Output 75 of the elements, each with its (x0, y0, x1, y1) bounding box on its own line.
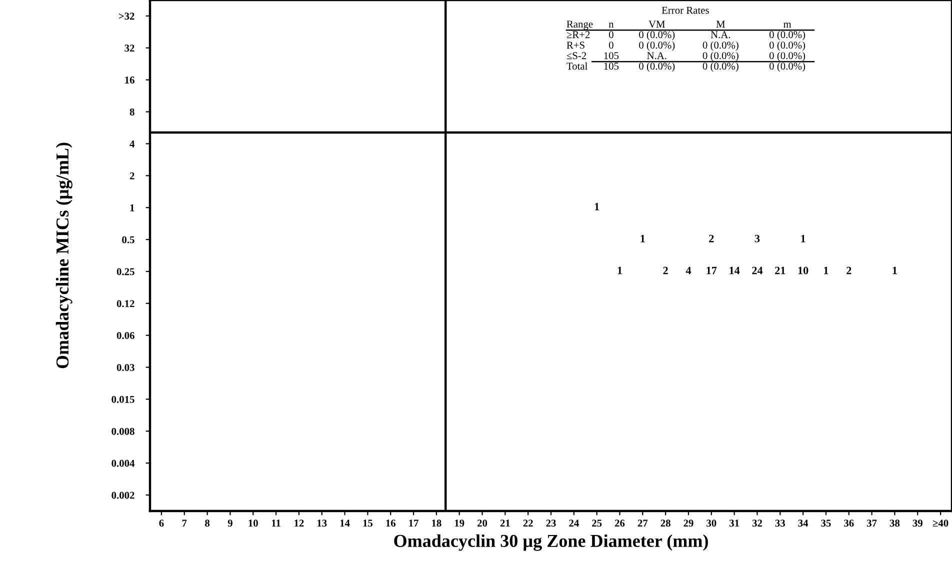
data-label: 2 (663, 266, 668, 274)
data-label: 21 (775, 266, 786, 274)
x-tick-label: 13 (317, 520, 327, 527)
x-tick-label: 30 (706, 520, 716, 527)
x-tick-label: 12 (294, 520, 304, 527)
data-label: 1 (892, 266, 897, 274)
x-tick-label: 25 (592, 520, 602, 527)
x-tick-label: 9 (228, 520, 232, 527)
x-tick-label: 21 (500, 520, 510, 527)
x-tick-label: 27 (638, 520, 648, 527)
x-tick-label: ≥40 (932, 520, 948, 527)
data-label: 14 (730, 266, 740, 274)
data-label: 17 (706, 266, 717, 274)
data-label: 1 (640, 234, 645, 242)
x-tick-label: 36 (844, 520, 854, 527)
data-label: 3 (754, 234, 760, 242)
x-tick-label: 37 (866, 520, 877, 527)
x-tick-label: 16 (386, 520, 396, 527)
text: Total 105 0 (0.0%) 0 (0.0%) 0 (0.0%) (566, 62, 806, 72)
data-label: 24 (752, 266, 763, 274)
x-axis-title: Omadacyclin 30 µg Zone Diameter (mm) (394, 534, 708, 551)
data-label: 1 (618, 266, 622, 274)
y-tick-label: 0.25 (116, 268, 134, 276)
x-tick-label: 20 (477, 520, 488, 527)
x-tick-label: 38 (890, 520, 900, 527)
x-tick-label: 28 (660, 520, 670, 527)
y-tick-label: 2 (130, 172, 134, 180)
x-tick-label: 6 (159, 520, 164, 527)
y-tick-label: 0.008 (112, 428, 134, 435)
y-tick-label: 0.06 (116, 332, 134, 340)
y-tick-label: 0.5 (122, 236, 134, 244)
data-label: 10 (798, 266, 808, 274)
x-tick-label: 11 (272, 520, 280, 527)
x-tick-label: 35 (821, 520, 831, 527)
x-tick-label: 17 (409, 520, 418, 527)
x-tick-label: 33 (775, 520, 785, 527)
data-label: 1 (801, 234, 806, 242)
x-tick-label: 31 (730, 520, 739, 527)
data-label: 2 (709, 234, 714, 242)
y-tick-label: 0.015 (112, 396, 134, 403)
x-tick-label: 10 (248, 520, 258, 527)
y-tick-label: 0.12 (116, 300, 134, 308)
data-label: 4 (686, 266, 692, 274)
annotation: Error Rates (662, 6, 709, 14)
y-tick-label: 0.004 (112, 460, 135, 467)
text: R+S 0 0 (0.0%) 0 (0.0%) 0 (0.0%) (566, 41, 806, 51)
data-label: 2 (846, 266, 852, 274)
x-tick-label: 23 (546, 520, 556, 527)
x-tick-label: 32 (752, 520, 762, 527)
data-label: 1 (594, 202, 600, 210)
x-tick-label: 26 (614, 520, 625, 527)
x-tick-label: 18 (432, 520, 442, 527)
y-tick-label: 0.002 (112, 492, 134, 499)
y-tick-label: 4 (130, 140, 135, 148)
y-tick-label: 8 (130, 108, 134, 116)
y-tick-label: 32 (124, 44, 134, 52)
x-tick-label: 34 (798, 520, 808, 527)
x-tick-label: 8 (205, 520, 210, 527)
x-tick-label: 7 (182, 520, 187, 527)
text: ≥R+2 0 0 (0.0%) N.A. 0 (0.0%) (566, 30, 806, 40)
x-tick-label: 29 (684, 520, 694, 527)
x-tick-label: 39 (912, 520, 922, 527)
y-tick-label: 1 (130, 204, 134, 212)
y-tick-label: 16 (125, 76, 134, 84)
text: ≤S-2 105 N.A. 0 (0.0%) 0 (0.0%) (566, 52, 806, 62)
x-tick-label: 24 (569, 520, 579, 527)
data-label: 1 (824, 266, 828, 274)
y-axis-title: Omadacycline MICs (µg/mL) (56, 142, 72, 368)
y-tick-label: 0.03 (116, 364, 134, 372)
x-tick-label: 15 (363, 520, 373, 527)
y-tick-label: >32 (118, 12, 134, 20)
x-tick-label: 22 (523, 520, 533, 527)
x-tick-label: 19 (454, 520, 464, 527)
text: Range n VM M m (566, 20, 792, 30)
x-tick-label: 14 (340, 520, 350, 527)
